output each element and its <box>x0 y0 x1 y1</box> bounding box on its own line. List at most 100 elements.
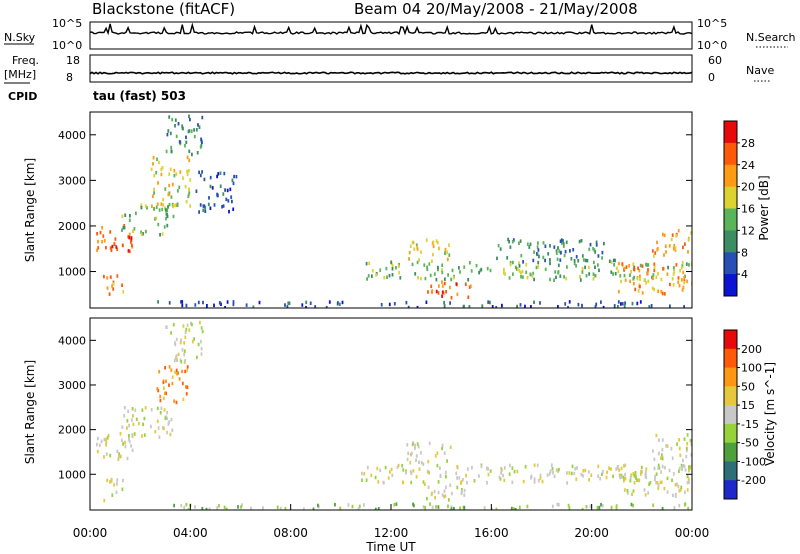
data-cell <box>180 300 182 304</box>
data-cell <box>464 282 467 286</box>
data-cell <box>417 276 419 280</box>
data-cell <box>367 274 370 278</box>
data-cell <box>630 502 633 507</box>
data-cell <box>162 203 165 207</box>
data-cell <box>456 485 459 490</box>
data-cell <box>672 283 675 287</box>
data-cell <box>197 300 200 305</box>
data-cell <box>287 301 290 305</box>
data-cell <box>450 491 453 496</box>
data-cell <box>176 372 178 376</box>
nsky-bottom-tick: 10^0 <box>52 39 82 52</box>
data-cell <box>686 279 689 284</box>
data-cell <box>168 301 171 305</box>
data-cell <box>205 507 208 510</box>
data-cell <box>428 262 431 266</box>
nsky-top-tick: 10^5 <box>52 17 82 30</box>
data-cell <box>688 263 690 267</box>
data-cell <box>450 507 453 510</box>
data-cell <box>165 325 168 329</box>
data-cell <box>531 274 534 278</box>
data-cell <box>415 458 417 462</box>
data-cell <box>526 275 529 280</box>
data-cell <box>674 246 677 251</box>
data-cell <box>240 505 242 509</box>
data-cell <box>157 222 160 227</box>
data-cell <box>654 477 656 482</box>
data-cell <box>614 271 617 276</box>
data-cell <box>667 265 669 270</box>
data-cell <box>455 471 458 476</box>
data-cell <box>409 469 412 474</box>
data-cell <box>641 470 643 474</box>
data-cell <box>437 490 440 495</box>
data-cell <box>183 341 186 345</box>
data-cell <box>169 167 172 171</box>
data-cell <box>202 208 205 213</box>
data-cell <box>666 490 669 494</box>
data-cell <box>156 406 159 411</box>
data-cell <box>109 275 112 279</box>
data-cell <box>157 388 160 393</box>
data-cell <box>480 267 483 272</box>
data-cell <box>654 251 657 255</box>
data-cell <box>113 242 116 247</box>
data-cell <box>122 243 124 248</box>
data-cell <box>226 188 229 193</box>
data-cell <box>666 444 669 448</box>
data-cell <box>186 155 189 160</box>
ytick-label: 3000 <box>58 174 86 187</box>
colorbar-tick-label: 200 <box>741 343 762 356</box>
data-cell <box>156 387 159 391</box>
data-cell <box>168 202 171 207</box>
data-cell <box>685 454 688 459</box>
data-cell <box>504 272 506 276</box>
data-cell <box>309 301 312 305</box>
data-cell <box>160 167 163 172</box>
data-cell <box>445 474 447 479</box>
data-cell <box>427 459 430 464</box>
data-cell <box>130 238 133 242</box>
data-cell <box>414 443 416 448</box>
data-cell <box>425 300 428 304</box>
xaxis-label: Time UT <box>365 540 416 554</box>
data-cell <box>678 446 681 451</box>
data-cell <box>165 379 167 384</box>
data-cell <box>621 262 624 266</box>
data-cell <box>227 199 230 203</box>
data-cell <box>184 335 187 340</box>
data-cell <box>189 117 191 122</box>
data-cell <box>401 480 404 485</box>
data-cell <box>592 277 595 281</box>
data-cell <box>171 117 174 122</box>
data-cell <box>565 240 568 244</box>
data-cell <box>185 392 188 396</box>
data-cell <box>544 244 547 248</box>
data-cell <box>629 273 631 277</box>
data-cell <box>130 240 132 244</box>
data-cell <box>624 301 626 305</box>
data-cell <box>188 187 190 192</box>
colorbar-tick-label: 15 <box>741 399 755 412</box>
data-cell <box>646 271 649 275</box>
data-cell <box>103 498 106 503</box>
data-cell <box>655 481 657 485</box>
data-cell <box>536 252 539 257</box>
data-cell <box>121 487 124 492</box>
data-cell <box>188 149 191 154</box>
data-cell <box>181 369 183 374</box>
data-cell <box>366 277 368 281</box>
data-cell <box>444 494 447 498</box>
data-cell <box>391 267 394 271</box>
colorbar-swatch <box>724 252 737 275</box>
data-cell <box>495 507 498 510</box>
data-cell <box>427 290 429 294</box>
data-cell <box>390 467 393 472</box>
data-cell <box>653 268 656 273</box>
data-cell <box>632 262 635 266</box>
data-cell <box>529 242 532 246</box>
data-cell <box>618 261 620 266</box>
data-cell <box>536 245 539 249</box>
data-cell <box>223 171 226 176</box>
data-cell <box>174 124 176 128</box>
